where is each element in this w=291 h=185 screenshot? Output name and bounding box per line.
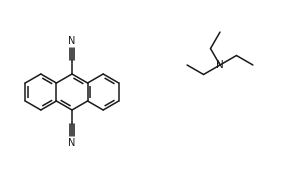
Text: N: N xyxy=(216,60,224,70)
Text: N: N xyxy=(68,138,76,148)
Text: N: N xyxy=(68,36,76,46)
